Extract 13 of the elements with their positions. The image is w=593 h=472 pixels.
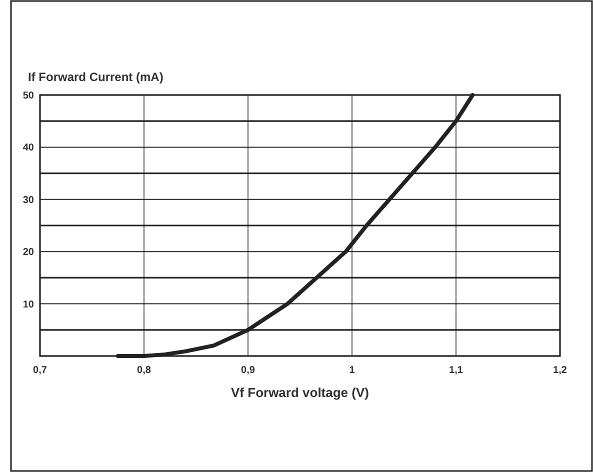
y-tick-label: 20	[22, 247, 34, 258]
y-tick-label: 50	[22, 90, 34, 102]
x-tick-label: 1	[349, 365, 356, 376]
y-tick-label: 40	[22, 142, 34, 154]
y-axis-title: If Forward Current (mA)	[28, 70, 164, 84]
x-axis-title: Vf Forward voltage (V)	[231, 385, 369, 400]
x-tick-label: 1,1	[449, 365, 464, 376]
x-tick-label: 0,8	[137, 365, 152, 376]
x-tick-label: 0,9	[241, 365, 256, 376]
x-tick-label: 0,7	[33, 365, 48, 376]
x-tick-label: 1,2	[553, 365, 568, 376]
y-tick-label: 10	[22, 299, 34, 310]
y-tick-label: 30	[22, 194, 34, 206]
